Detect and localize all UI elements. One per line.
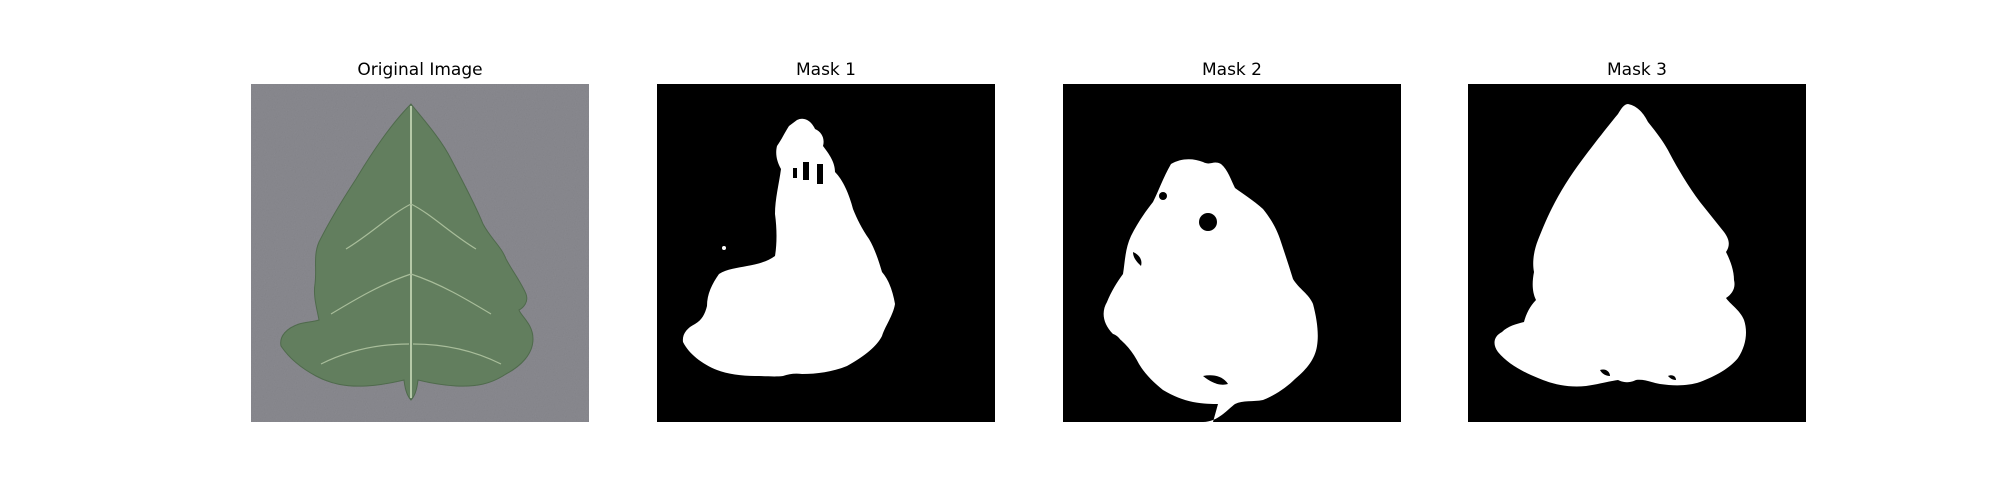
panel-mask-2: Mask 2 — [1063, 57, 1401, 422]
mask-1-image — [657, 84, 995, 422]
panel-title: Mask 3 — [1606, 60, 1667, 80]
leaf-photo — [251, 84, 589, 422]
mask-3-region — [1494, 104, 1746, 387]
mask-3-image — [1468, 84, 1806, 422]
leaf-shape — [280, 103, 534, 401]
mask-2-image — [1063, 84, 1401, 422]
mask-1-region — [682, 118, 895, 377]
panel-mask-3: Mask 3 — [1468, 57, 1806, 422]
panel-title: Mask 2 — [1201, 60, 1262, 80]
panel-original-image: Original Image — [251, 57, 589, 422]
panel-title: Original Image — [357, 60, 483, 80]
panel-mask-1: Mask 1 — [657, 57, 995, 422]
panel-title: Mask 1 — [795, 60, 856, 80]
mask-2-region — [1103, 159, 1318, 422]
